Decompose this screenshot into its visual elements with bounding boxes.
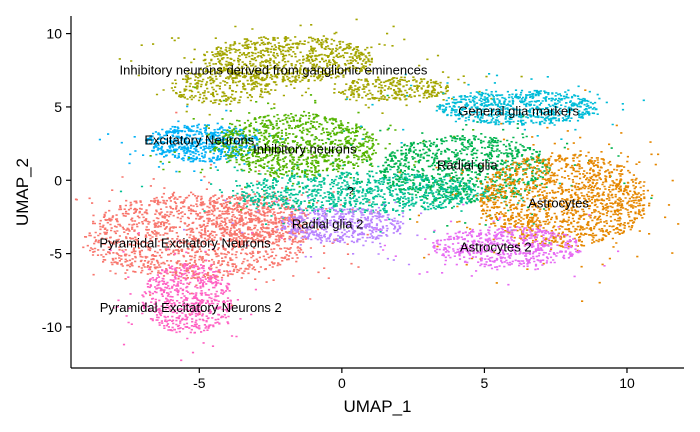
- x-tick-label: 5: [481, 375, 489, 391]
- x-tick-label: 10: [619, 375, 635, 391]
- cluster-points-4: [149, 86, 475, 211]
- cluster-label: General glia markers: [458, 103, 579, 118]
- cluster-label: Excitatory Neurons: [144, 133, 254, 148]
- points-layer: [74, 18, 680, 362]
- cluster-label: Radial glia 2: [292, 216, 364, 231]
- cluster-points-0: [74, 111, 430, 316]
- y-tick-label: -5: [50, 246, 63, 262]
- x-axis-title: UMAP_1: [343, 397, 411, 416]
- cluster-label: ?: [347, 184, 354, 199]
- cluster-points-1: [109, 232, 283, 362]
- cluster-label: Pyramidal Excitatory Neurons 2: [100, 300, 282, 315]
- cluster-points-5: [345, 73, 645, 144]
- cluster-points-10: [375, 203, 620, 286]
- cluster-points-7: [119, 160, 561, 244]
- cluster-points-2: [118, 18, 523, 130]
- cluster-label: Pyramidal Excitatory Neurons: [99, 235, 271, 250]
- cluster-labels-layer: Pyramidal Excitatory Neurons Pyramidal Ex…: [99, 62, 589, 315]
- cluster-label: Astrocytes 2: [460, 240, 532, 255]
- cluster-label: Inhibitory neurons: [253, 141, 357, 156]
- y-tick-label: -10: [42, 319, 62, 335]
- cluster-label: Astrocytes: [528, 196, 589, 211]
- cluster-points-6: [276, 94, 653, 227]
- y-tick-label: 0: [54, 172, 62, 188]
- y-axis-title: UMAP_2: [13, 158, 32, 226]
- cluster-label: Radial glia: [437, 158, 498, 173]
- y-tick-label: 10: [46, 26, 62, 42]
- y-tick-label: 5: [54, 99, 62, 115]
- x-tick-label: -5: [193, 375, 206, 391]
- cluster-points-8: [398, 89, 680, 303]
- axes-layer: [70, 16, 684, 369]
- x-tick-label: 0: [338, 375, 346, 391]
- ticks-layer: -5 0 5 10 -10 -5 0 5 10: [42, 26, 635, 391]
- cluster-label: Inhibitory neurons derived from ganglion…: [120, 62, 428, 77]
